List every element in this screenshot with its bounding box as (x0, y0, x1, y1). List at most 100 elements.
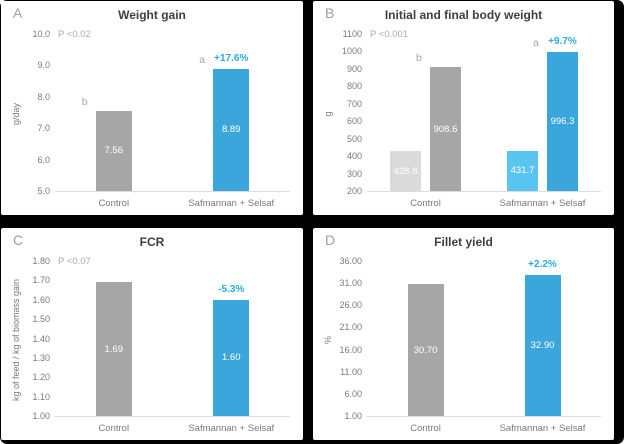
bar-value-label: 30.70 (413, 344, 438, 356)
y-tick-label: 1100 (342, 29, 362, 39)
y-tick-label: 1.70 (32, 275, 50, 286)
bar-group-control: 428.8 908.6 b (367, 34, 484, 191)
bar-final-control: 908.6 b (416, 52, 461, 191)
y-tick-label: 200 (346, 186, 362, 196)
chart-body: kg of feed / kg of biomass gain 1.00 1.10… (9, 256, 290, 437)
bar-safmannan-selsaf: 32.90 +2.2% (524, 259, 561, 416)
x-axis-category-label: Safmannan + Selsaf (499, 198, 586, 209)
y-tick-label: 6.00 (344, 388, 362, 399)
y-tick-label: 11.00 (340, 366, 362, 377)
y-tick-label: 8.0 (37, 91, 50, 102)
bar-control: 1.69 (95, 282, 132, 416)
p-value-label: P <0.07 (58, 256, 91, 267)
bar-value-label: 1.69 (104, 343, 124, 355)
plot-area: 30.70 32.90 +2.2% (367, 259, 601, 417)
chart-title: Weight gain (118, 8, 186, 22)
bar-initial-control: 428.8 (390, 151, 421, 191)
bar-value-label: 1.60 (222, 352, 241, 364)
bar-value-label: 7.56 (104, 145, 124, 157)
bar-value-label: 908.6 (433, 123, 458, 135)
y-tick-label: 31.00 (339, 278, 362, 289)
bar-group-control: 30.70 (367, 261, 484, 416)
x-axis-category-label: Control (98, 423, 130, 434)
percent-change-label: +9.7% (548, 36, 577, 48)
x-axis-category-label: Control (410, 198, 441, 209)
panel-a-weight-gain-chart: A Weight gain g/day 5.0 6.0 7.0 8.0 9.0 10.0 … (1, 1, 303, 215)
bar-group-control: 1.69 (55, 261, 173, 416)
x-axis-category-label: Control (410, 423, 441, 434)
y-axis-label: g/day (11, 103, 21, 126)
panel-c-fcr-chart: C FCR kg of feed / kg of biomass gain 1.… (1, 228, 303, 440)
chart-body: g 200 300 400 500 600 700 800 900 1000 1100 P <0.… (321, 29, 601, 212)
y-tick-label: 800 (346, 81, 362, 92)
p-value-label: P <0.001 (370, 29, 409, 40)
significance-letter: b (416, 52, 422, 65)
y-tick-label: 900 (346, 63, 362, 74)
bar-group-safmannan-selsaf: 32.90 +2.2% (484, 259, 601, 416)
x-axis-category-label: Safmannan + Selsaf (188, 423, 275, 434)
chart-body: g/day 5.0 6.0 7.0 8.0 9.0 10.0 P <0.02 7.56 b 8… (9, 29, 290, 212)
significance-letter: a (199, 53, 206, 66)
bar-value-label: 8.89 (222, 124, 241, 136)
x-axis-category-label: Control (98, 198, 130, 209)
plot-column: P <0.02 7.56 b 8.89 a +17.6% Control Safmanna… (55, 29, 290, 212)
chart-title: Initial and final body weight (384, 8, 543, 22)
bar-value-label: 996.3 (550, 116, 575, 128)
y-axis-ticks: 1.00 6.00 11.00 16.00 21.00 26.00 31.00 36.00 (335, 256, 367, 437)
panel-d-fillet-yield-chart: D Fillet yield % 1.00 6.00 11.00 16.00 21.00… (313, 228, 614, 440)
bar-initial-safmannan-selsaf: 431.7 (507, 150, 538, 191)
bar-groups: 428.8 908.6 b 431.7 996.3 a +9.7% (367, 34, 601, 191)
significance-letter: a (533, 37, 539, 50)
y-tick-label: 500 (346, 133, 362, 144)
chart-title: FCR (139, 235, 165, 249)
y-tick-label: 10.0 (32, 29, 50, 39)
y-axis-label-column: g/day (9, 34, 23, 212)
bar-groups: 30.70 32.90 +2.2% (367, 259, 601, 416)
plot-column: 30.70 32.90 +2.2% Control Safmannan + Selsa… (367, 259, 601, 437)
panel-letter-c: C (13, 232, 24, 248)
panel-b-body-weight-chart: B Initial and final body weight g 200 300… (313, 1, 614, 215)
bar-final-safmannan-selsaf: 996.3 a +9.7% (533, 36, 578, 191)
plot-column: P <0.001 428.8 908.6 b 431.7 996.3 a +9.7% Con… (367, 29, 601, 212)
bar-group-safmannan-selsaf: 431.7 996.3 a +9.7% (484, 34, 601, 191)
plot-area: P <0.001 428.8 908.6 b 431.7 996.3 a +9.7% (367, 29, 601, 192)
chart-title: Fillet yield (434, 235, 493, 249)
y-axis-label-column: % (321, 261, 335, 437)
bar-value-label: 32.90 (530, 339, 555, 351)
y-tick-label: 6.0 (37, 154, 50, 165)
y-axis-label: g (323, 111, 333, 117)
significance-letter: b (81, 95, 88, 108)
y-tick-label: 21.00 (339, 322, 362, 333)
y-tick-label: 400 (346, 151, 362, 162)
y-tick-label: 1.00 (32, 411, 50, 421)
y-tick-label: 1.80 (32, 256, 50, 266)
y-tick-label: 1.40 (32, 333, 50, 344)
y-tick-label: 1.20 (32, 372, 50, 383)
y-tick-label: 26.00 (339, 300, 362, 311)
y-tick-label: 700 (346, 98, 362, 109)
y-tick-label: 1.00 (344, 411, 362, 421)
x-axis-category-label: Safmannan + Selsaf (188, 198, 275, 209)
percent-change-label: -5.3% (218, 283, 245, 295)
y-tick-label: 36.00 (339, 256, 362, 266)
bar-value-label: 428.8 (393, 165, 418, 177)
bar-control: 7.56 b (82, 96, 132, 191)
percent-change-label: +17.6% (214, 52, 249, 64)
bar-group-safmannan-selsaf: 8.89 a +17.6% (173, 34, 291, 191)
panel-letter-a: A (13, 5, 23, 21)
panel-letter-b: B (325, 5, 335, 21)
y-tick-label: 5.0 (37, 186, 50, 196)
y-tick-label: 600 (346, 116, 362, 127)
y-axis-ticks: 5.0 6.0 7.0 8.0 9.0 10.0 (23, 29, 55, 212)
y-tick-label: 9.0 (37, 60, 50, 71)
y-tick-label: 1.30 (32, 352, 50, 363)
plot-column: P <0.07 1.69 1.60 -5.3% Control Safmannan +… (55, 256, 290, 437)
x-axis-labels: Control Safmannan + Selsaf (55, 417, 290, 437)
y-tick-label: 1.50 (32, 314, 50, 325)
y-tick-label: 16.00 (339, 344, 362, 355)
y-tick-label: 1.60 (32, 294, 50, 305)
bar-group-control: 7.56 b (55, 34, 173, 191)
y-axis-label-column: g (321, 34, 335, 212)
bar-groups: 7.56 b 8.89 a +17.6% (55, 34, 290, 191)
bar-value-label: 431.7 (510, 165, 535, 177)
